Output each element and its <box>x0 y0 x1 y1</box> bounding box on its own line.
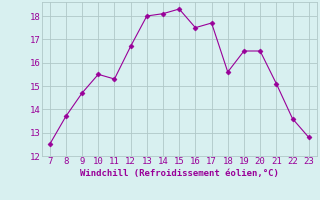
X-axis label: Windchill (Refroidissement éolien,°C): Windchill (Refroidissement éolien,°C) <box>80 169 279 178</box>
